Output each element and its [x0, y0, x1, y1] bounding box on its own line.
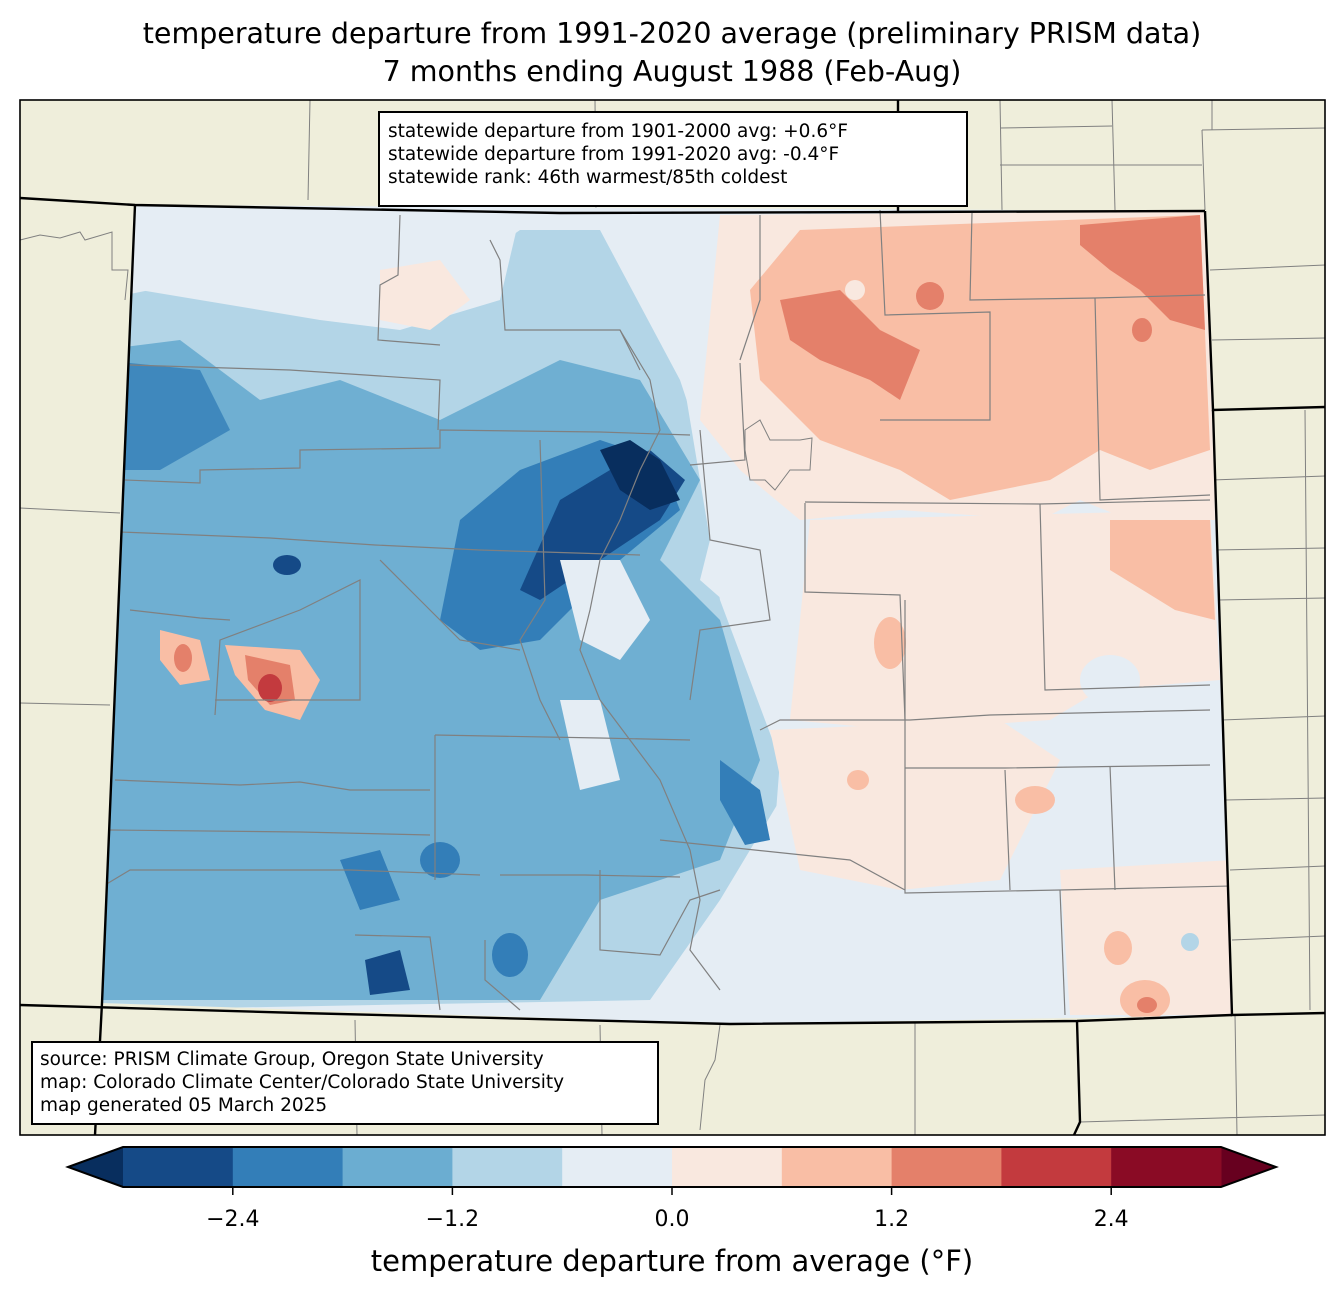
temperature-field	[102, 205, 1232, 1024]
colorbar-extend-low	[68, 1147, 123, 1187]
map-subtitle: 7 months ending August 1988 (Feb-Aug)	[382, 55, 962, 88]
colorbar-tick-label: 1.2	[874, 1207, 910, 1232]
colorbar-segment	[781, 1147, 893, 1187]
county-lines	[104, 209, 1231, 1016]
colorbar-segment	[452, 1147, 563, 1187]
credits-generated: map generated 05 March 2025	[40, 1095, 328, 1116]
credits-source: source: PRISM Climate Group, Oregon Stat…	[40, 1049, 544, 1070]
colorbar-segment	[672, 1147, 783, 1187]
metro-outline	[744, 419, 813, 491]
statewide-stats-box: statewide departure from 1901-2000 avg: …	[378, 111, 968, 207]
colorbar-extend-high	[1221, 1147, 1276, 1187]
colorbar-segment	[1001, 1147, 1112, 1187]
credits-map: map: Colorado Climate Center/Colorado St…	[40, 1072, 565, 1093]
colorbar-segment	[123, 1147, 234, 1187]
colorbar-segment	[562, 1147, 673, 1187]
colorbar-tick-label: −1.2	[425, 1207, 480, 1232]
colorbar-tick-label: 2.4	[1093, 1207, 1129, 1232]
colorbar-outline	[65, 1146, 1279, 1188]
map-title: temperature departure from 1991-2020 ave…	[142, 17, 1202, 50]
colorbar-tick-label: −2.4	[206, 1207, 260, 1232]
colorbar-tick-label: 0.0	[654, 1207, 690, 1232]
stats-line-1991-2020: statewide departure from 1991-2020 avg: …	[388, 144, 840, 165]
colorbar-label: temperature departure from average (°F)	[370, 1244, 974, 1278]
stats-line-1901-2000: statewide departure from 1901-2000 avg: …	[388, 121, 848, 142]
colorbar-segment	[891, 1147, 1002, 1187]
colorbar-segment	[342, 1147, 453, 1187]
credits-box: source: PRISM Climate Group, Oregon Stat…	[31, 1041, 659, 1125]
stats-line-rank: statewide rank: 46th warmest/85th coldes…	[388, 167, 788, 188]
colorbar-segment	[232, 1147, 344, 1187]
colorbar	[65, 1146, 1279, 1195]
map-frame	[19, 99, 1326, 1136]
colorbar-segment	[1111, 1147, 1222, 1187]
